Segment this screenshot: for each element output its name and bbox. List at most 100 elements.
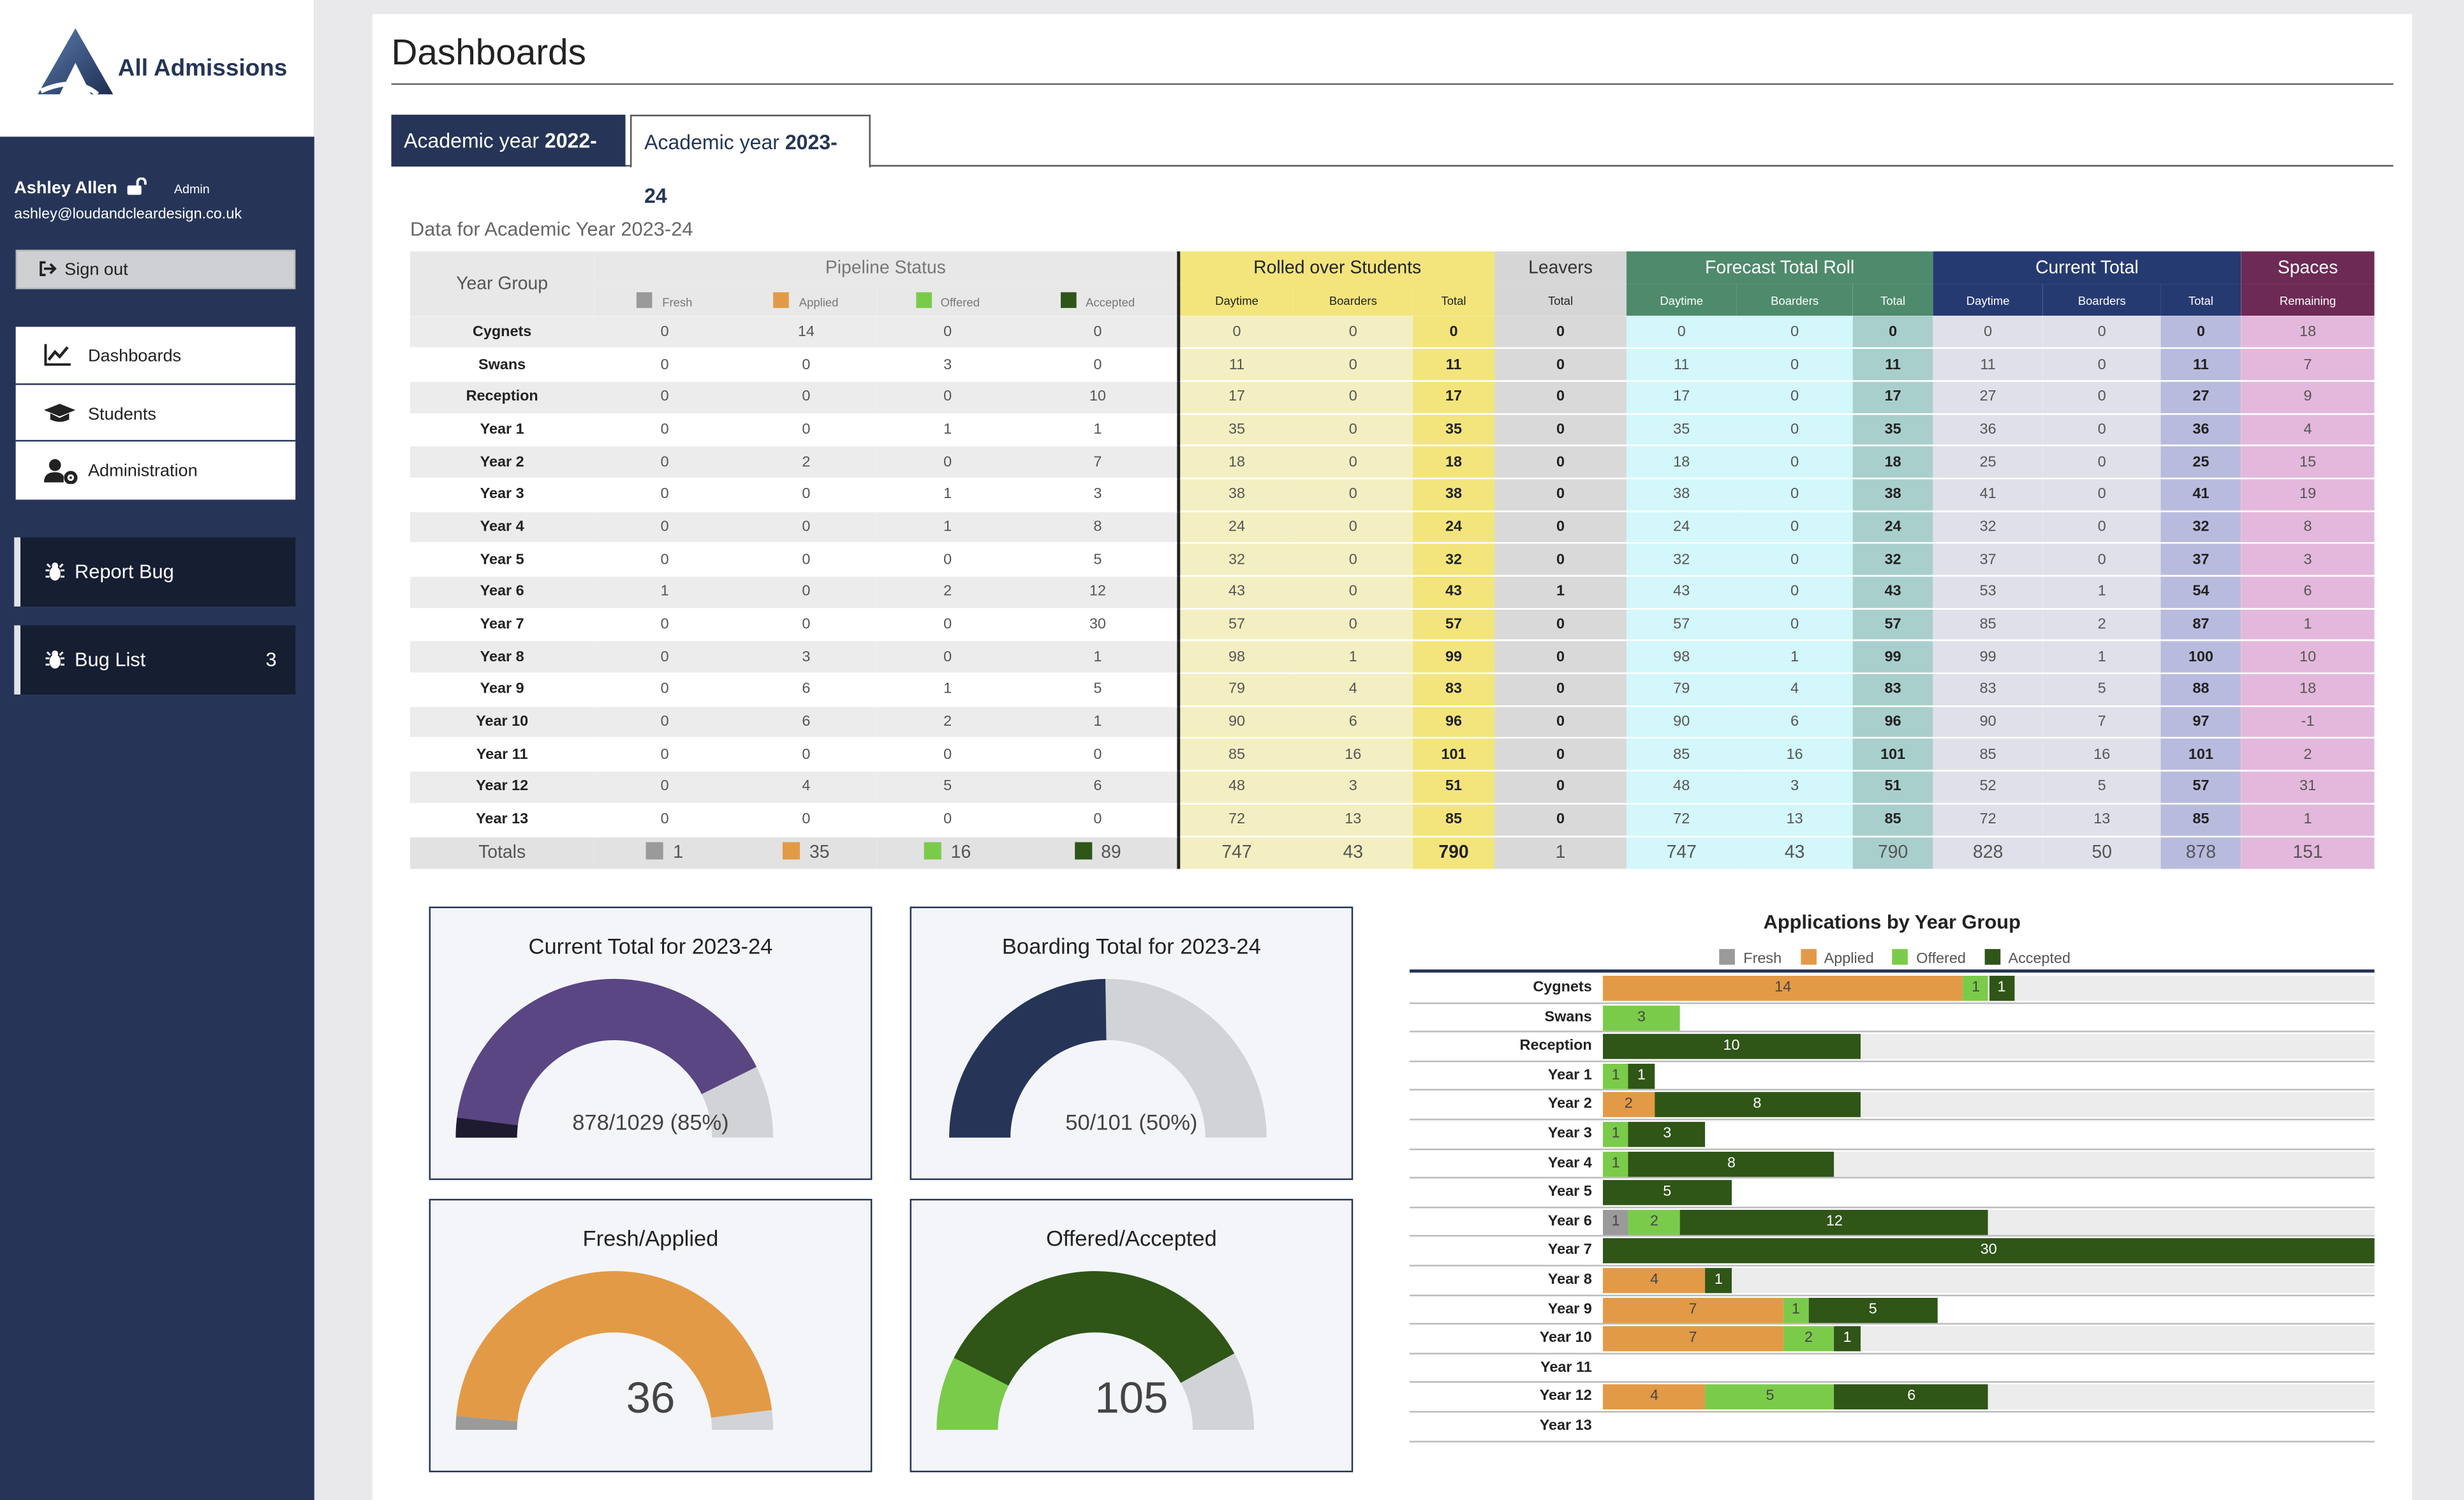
legend-label: Offered <box>1916 950 1966 968</box>
table-cell: 38 <box>1627 478 1737 512</box>
offered-accepted-gauge <box>936 1271 1255 1430</box>
tab-2022-23[interactable]: Academic year 2022-23 <box>391 114 626 206</box>
table-cell: 57 <box>1412 608 1495 642</box>
table-cell: 0 <box>1018 738 1179 772</box>
sidebar-item-students[interactable]: Students <box>15 385 296 442</box>
chart-row: Reception 10 <box>1409 1033 2375 1062</box>
sidebar-item-administration[interactable]: Administration <box>16 442 296 499</box>
table-cell: 0 <box>1018 803 1179 837</box>
table-cell: 35 <box>1852 413 1933 447</box>
table-cell: 0 <box>876 640 1019 675</box>
logo[interactable]: All Admissions <box>0 0 314 137</box>
category-label: Year 2 <box>1547 1096 1592 1114</box>
user-info: Ashley Allen Admin ashley@loudandclearde… <box>14 177 242 223</box>
table-cell: 0 <box>594 413 736 447</box>
total-value: 35 <box>809 844 830 864</box>
gauge-value-arc <box>455 978 757 1138</box>
table-cell: 72 <box>1627 803 1737 837</box>
table-cell: 0 <box>594 640 736 675</box>
bug-list-label: Bug List <box>74 649 146 671</box>
category-label: Year 6 <box>1547 1212 1592 1230</box>
table-cell: 0 <box>1412 316 1495 349</box>
bar-segment-accepted: 5 <box>1602 1180 1732 1206</box>
table-cell: 0 <box>2042 348 2161 382</box>
gauge-applied-arc <box>456 1271 772 1422</box>
table-cell: 0 <box>594 770 736 804</box>
table-cell: 37 <box>2160 543 2241 577</box>
table-cell: 11 <box>1177 348 1294 382</box>
report-bug-button[interactable]: Report Bug <box>14 537 296 607</box>
table-cell: 14 <box>735 316 877 349</box>
table-cell: 8 <box>2241 511 2375 545</box>
table-cell: 0 <box>876 381 1019 415</box>
table-cell: 83 <box>1933 673 2043 707</box>
table-cell: 1 <box>1293 640 1413 675</box>
unlock-icon[interactable] <box>126 177 147 195</box>
table-cell: 38 <box>1412 478 1495 512</box>
year-group-cell: Year 10 <box>410 705 594 739</box>
table-cell: 3 <box>1293 770 1413 804</box>
spaces-remaining-header: Remaining <box>2241 284 2375 316</box>
applied-col-header: Applied <box>735 284 877 316</box>
gauge-accepted-arc <box>954 1271 1235 1386</box>
table-cell: 101 <box>1852 738 1933 772</box>
legend-item: Fresh <box>1713 949 1782 968</box>
year-group-cell: Year 1 <box>410 413 594 447</box>
category-label: Year 11 <box>1540 1358 1592 1376</box>
sign-out-button[interactable]: Sign out <box>15 249 296 290</box>
table-cell: 0 <box>1494 511 1627 545</box>
table-cell: 2 <box>2042 608 2161 642</box>
applications-by-year-chart: Cygnets 14 1 1 Swans 3 Reception 10 Year 1 1 1 Year… <box>1409 974 2375 1442</box>
tab-2023-24[interactable]: Academic year 2023-24 <box>630 114 871 207</box>
table-row: Swans 0 0 3 0 11 0 11 0 11 0 11 11 0 11 7 <box>410 348 2375 382</box>
table-cell: 0 <box>2042 413 2161 447</box>
table-cell: 0 <box>735 348 877 382</box>
table-cell: 1 <box>876 673 1019 707</box>
table-cell: 0 <box>1018 348 1179 382</box>
table-cell: 0 <box>594 348 736 382</box>
chart-row: Year 12 4 5 6 <box>1409 1383 2375 1413</box>
table-cell: 41 <box>1933 478 2043 512</box>
bar-segment-offered: 2 <box>1783 1326 1834 1352</box>
table-cell: 48 <box>1627 770 1737 804</box>
table-cell: 6 <box>1736 705 1853 739</box>
sidebar-item-dashboards[interactable]: Dashboards <box>15 327 296 385</box>
table-cell: 30 <box>1018 608 1179 642</box>
forecast-total-header: Total <box>1852 284 1933 316</box>
table-cell: 0 <box>1293 511 1413 545</box>
total-value: 16 <box>950 844 971 864</box>
applied-label: Applied <box>799 294 839 309</box>
table-cell: 52 <box>1933 770 2043 804</box>
table-cell: 101 <box>2160 738 2241 772</box>
table-cell: 3 <box>735 640 877 675</box>
table-row: Year 9 0 6 1 5 79 4 83 0 79 4 83 83 5 88 18 <box>410 673 2375 707</box>
table-cell: 79 <box>1627 673 1737 707</box>
table-cell: 0 <box>594 446 736 480</box>
table-cell: 36 <box>1933 413 2043 447</box>
table-cell: 0 <box>594 381 736 415</box>
user-cog-icon <box>43 459 78 485</box>
year-group-cell: Year 8 <box>410 640 594 675</box>
legend-label: Fresh <box>1743 950 1782 968</box>
table-cell: 1 <box>876 478 1019 512</box>
table-cell: 12 <box>1018 575 1179 610</box>
title-divider <box>391 83 2394 85</box>
bar-track <box>1603 1355 2375 1380</box>
chart-divider <box>1409 969 2375 973</box>
table-cell: 0 <box>1933 316 2043 349</box>
table-cell: 0 <box>1736 511 1853 545</box>
table-cell: 85 <box>1177 738 1294 772</box>
table-cell: 0 <box>2042 316 2161 349</box>
bug-count-badge: 3 <box>265 649 277 671</box>
year-group-cell: Year 6 <box>410 575 594 610</box>
leavers-header: Leavers <box>1494 251 1627 284</box>
bug-list-button[interactable]: Bug List 3 <box>14 625 296 695</box>
table-row: Year 2 0 2 0 7 18 0 18 0 18 0 18 25 0 25 15 <box>410 446 2375 480</box>
rolled-boarders-header: Boarders <box>1293 284 1413 316</box>
table-cell: 0 <box>1736 348 1853 382</box>
